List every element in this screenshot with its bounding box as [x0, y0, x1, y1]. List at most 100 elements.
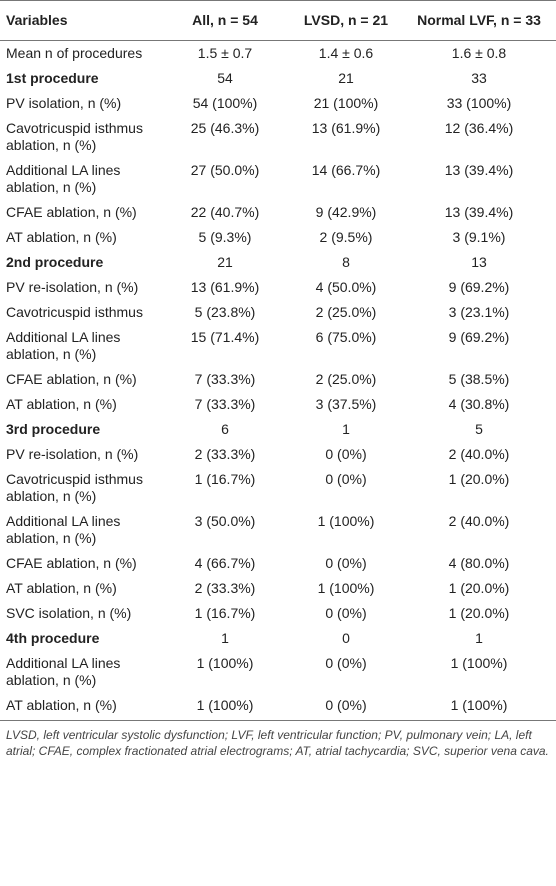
row: PV re-isolation, n (%) 13 (61.9%) 4 (50.0%…: [0, 275, 556, 300]
cell: 1 (100%): [317, 580, 375, 596]
cell: 2 (25.0%): [315, 371, 377, 387]
cell: 0: [342, 630, 350, 646]
cell: 5: [475, 421, 483, 437]
cell: Cavotricuspid isthmus: [6, 304, 143, 320]
data-table: Variables All, n = 54 LVSD, n = 21 Normal L…: [0, 0, 556, 721]
cell: 0 (0%): [325, 655, 367, 671]
cell: CFAE ablation, n (%): [6, 555, 137, 571]
row: PV isolation, n (%) 54 (100%) 21 (100%) 33 …: [0, 91, 556, 116]
cell: 2 (9.5%): [319, 229, 373, 245]
cell: 2 (33.3%): [194, 580, 256, 596]
cell: 4 (30.8%): [448, 396, 510, 412]
footnote: LVSD, left ventricular systolic dysfunct…: [6, 728, 549, 758]
cell: 1 (20.0%): [448, 471, 510, 487]
cell: 33: [471, 70, 487, 86]
cell: 6: [221, 421, 229, 437]
cell: 1 (100%): [196, 655, 254, 671]
row: AT ablation, n (%) 7 (33.3%) 3 (37.5%) 4 (3…: [0, 392, 556, 417]
cell: 0 (0%): [325, 605, 367, 621]
row: Additional LA lines ablation, n (%) 27 (5…: [0, 158, 556, 200]
section-row: 1st procedure 54 21 33: [0, 66, 556, 91]
cell: 9 (69.2%): [448, 279, 510, 295]
cell: Additional LA lines ablation, n (%): [6, 162, 121, 195]
cell: 4 (50.0%): [315, 279, 377, 295]
cell: 1st procedure: [6, 70, 99, 86]
cell: 1.5 ± 0.7: [197, 45, 253, 61]
cell: 1 (100%): [402, 693, 556, 721]
cell: 13: [471, 254, 487, 270]
row: Cavotricuspid isthmus ablation, n (%) 25 …: [0, 116, 556, 158]
cell: Cavotricuspid isthmus ablation, n (%): [6, 120, 143, 153]
row: AT ablation, n (%) 1 (100%) 0 (0%) 1 (100%): [0, 693, 556, 721]
cell: 13 (61.9%): [190, 279, 260, 295]
cell: 9 (42.9%): [315, 204, 377, 220]
cell: 3rd procedure: [6, 421, 101, 437]
column-header: Normal LVF, n = 33: [402, 0, 556, 41]
cell: 3 (23.1%): [448, 304, 510, 320]
cell: 2 (33.3%): [194, 446, 256, 462]
section-row: 4th procedure 1 0 1: [0, 626, 556, 651]
cell: 14 (66.7%): [311, 162, 381, 178]
cell: 5 (23.8%): [194, 304, 256, 320]
cell: 2nd procedure: [6, 254, 104, 270]
cell: 0 (0%): [325, 446, 367, 462]
section-row: 2nd procedure 21 8 13: [0, 250, 556, 275]
cell: AT ablation, n (%): [6, 396, 117, 412]
cell: 13 (61.9%): [311, 120, 381, 136]
cell: PV isolation, n (%): [6, 95, 122, 111]
cell: 1 (16.7%): [194, 605, 256, 621]
cell: Additional LA lines ablation, n (%): [6, 329, 121, 362]
cell: 1 (20.0%): [448, 605, 510, 621]
cell: 8: [342, 254, 350, 270]
row: Mean n of procedures 1.5 ± 0.7 1.4 ± 0.6 1.…: [0, 41, 556, 67]
cell: 2 (40.0%): [448, 446, 510, 462]
cell: 0 (0%): [325, 555, 367, 571]
cell: Mean n of procedures: [6, 45, 143, 61]
column-header: Variables: [0, 0, 160, 41]
column-header: LVSD, n = 21: [290, 0, 402, 41]
cell: 3 (50.0%): [194, 513, 256, 529]
cell: 4 (66.7%): [194, 555, 256, 571]
cell: 2 (40.0%): [448, 513, 510, 529]
table-head: Variables All, n = 54 LVSD, n = 21 Normal L…: [0, 0, 556, 41]
cell: 4th procedure: [6, 630, 100, 646]
cell: 3 (37.5%): [315, 396, 377, 412]
cell: 0 (0%): [325, 471, 367, 487]
cell: 1 (100%): [160, 693, 290, 721]
cell: 25 (46.3%): [190, 120, 260, 136]
cell: 3 (9.1%): [452, 229, 506, 245]
row: CFAE ablation, n (%) 4 (66.7%) 0 (0%) 4 (80…: [0, 551, 556, 576]
cell: 7 (33.3%): [194, 371, 256, 387]
cell: Cavotricuspid isthmus ablation, n (%): [6, 471, 143, 504]
cell: 1: [342, 421, 350, 437]
cell: 1 (16.7%): [194, 471, 256, 487]
cell: 54: [217, 70, 233, 86]
cell: 21: [338, 70, 354, 86]
cell: PV re-isolation, n (%): [6, 446, 139, 462]
cell: SVC isolation, n (%): [6, 605, 132, 621]
cell: 1: [475, 630, 483, 646]
cell: Additional LA lines ablation, n (%): [6, 655, 121, 688]
table-body: Mean n of procedures 1.5 ± 0.7 1.4 ± 0.6 1.…: [0, 41, 556, 721]
row: Additional LA lines ablation, n (%) 3 (50…: [0, 509, 556, 551]
row: Additional LA lines ablation, n (%) 15 (7…: [0, 325, 556, 367]
cell: 1 (100%): [450, 655, 508, 671]
row: AT ablation, n (%) 5 (9.3%) 2 (9.5%) 3 (9.1…: [0, 225, 556, 250]
cell: CFAE ablation, n (%): [6, 371, 137, 387]
cell: 13 (39.4%): [444, 162, 514, 178]
row: SVC isolation, n (%) 1 (16.7%) 0 (0%) 1 (20…: [0, 601, 556, 626]
cell: AT ablation, n (%): [6, 229, 117, 245]
cell: 2 (25.0%): [315, 304, 377, 320]
cell: 1.4 ± 0.6: [318, 45, 374, 61]
cell: 6 (75.0%): [315, 329, 377, 345]
cell: 22 (40.7%): [190, 204, 260, 220]
cell: PV re-isolation, n (%): [6, 279, 139, 295]
cell: AT ablation, n (%): [6, 580, 117, 596]
cell: 12 (36.4%): [444, 120, 514, 136]
cell: 9 (69.2%): [448, 329, 510, 345]
cell: 21 (100%): [313, 95, 379, 111]
row: Cavotricuspid isthmus 5 (23.8%) 2 (25.0%) 3…: [0, 300, 556, 325]
header-row: Variables All, n = 54 LVSD, n = 21 Normal L…: [0, 0, 556, 41]
cell: 15 (71.4%): [190, 329, 260, 345]
